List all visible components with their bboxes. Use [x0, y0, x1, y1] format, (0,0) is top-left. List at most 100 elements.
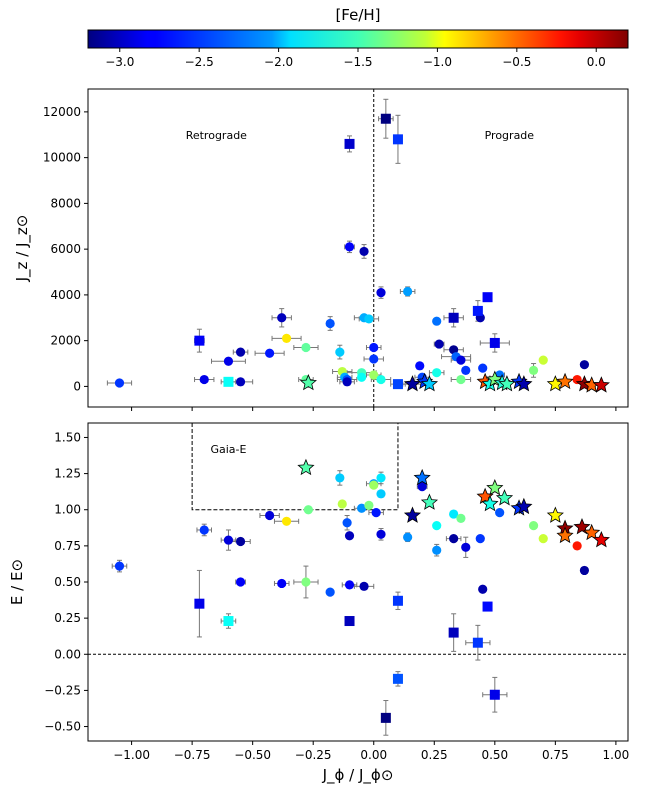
data-point-circle: [415, 361, 425, 371]
y-tick-label: 0.25: [54, 611, 81, 625]
data-point-circle: [432, 316, 442, 326]
y-tick-label: 0.75: [54, 539, 81, 553]
data-point-circle: [456, 374, 466, 385]
data-point-circle: [369, 480, 379, 490]
data-point-circle: [579, 565, 590, 576]
data-point-square: [482, 601, 493, 612]
colorbar-label: [Fe/H]: [335, 6, 380, 24]
data-point-circle: [325, 318, 335, 329]
y-tick-label: 1.25: [54, 467, 81, 481]
colorbar-tick-label: 0.0: [587, 55, 606, 69]
data-point-star: [420, 375, 439, 392]
data-point-circle: [538, 355, 548, 365]
x-tick-label: −0.50: [234, 748, 271, 762]
data-point-circle: [376, 489, 386, 499]
data-point-circle: [235, 536, 246, 547]
data-point-star: [515, 375, 533, 392]
data-point-circle: [325, 587, 335, 597]
data-point-circle: [265, 510, 275, 521]
colorbar-ticks: −3.0 −2.5 −2.0 −1.5 −1.0 −0.5 0.0: [105, 48, 606, 69]
colorbar-tick-label: −2.0: [264, 55, 293, 69]
data-point-circle: [223, 356, 234, 366]
data-point-circle: [376, 288, 386, 298]
data-point-square: [392, 673, 403, 684]
data-point-circle: [301, 342, 311, 353]
data-point-circle: [357, 372, 367, 382]
data-point-star: [592, 376, 610, 393]
data-point-circle: [235, 347, 246, 357]
data-point-circle: [344, 531, 355, 541]
data-point-circle: [199, 374, 209, 385]
colorbar-tick-label: −1.0: [423, 55, 452, 69]
data-point-circle: [342, 377, 352, 387]
data-point-circle: [538, 534, 548, 544]
data-point-circle: [364, 500, 374, 510]
data-point-circle: [572, 541, 582, 551]
data-point-circle: [528, 365, 539, 375]
x-tick-label: 1.00: [603, 748, 630, 762]
data-point-circle: [337, 499, 347, 509]
data-point-circle: [223, 535, 234, 545]
data-point-square: [223, 616, 234, 627]
data-point-circle: [277, 578, 287, 589]
bottom-panel: E / E⊙ J_ϕ / J_ϕ⊙ −1.00 −0.75 −0.50 −0.25 0.…: [8, 422, 630, 785]
y-tick-label: 1.00: [54, 503, 81, 517]
data-point-circle: [369, 354, 379, 364]
data-point-circle: [277, 313, 287, 323]
top-panel: J_z / J_z⊙ 0 2000 4000 6000 8000 10000 12000 Re…: [13, 88, 629, 411]
data-point-square: [472, 305, 483, 316]
data-point-circle: [335, 347, 345, 357]
data-point-circle: [461, 542, 471, 552]
annotation-label: Retrograde: [186, 129, 247, 142]
data-point-circle: [342, 518, 352, 528]
y-tick-label: 6000: [50, 242, 81, 256]
data-point-star: [556, 372, 574, 390]
data-point-circle: [369, 342, 379, 353]
data-point-square: [489, 689, 500, 700]
data-point-circle: [199, 525, 209, 535]
data-point-circle: [528, 521, 539, 531]
data-point-circle: [475, 534, 485, 544]
colorbar-tick-label: −3.0: [105, 55, 134, 69]
data-point-circle: [434, 339, 444, 349]
colorbar-tick-label: −2.5: [185, 55, 214, 69]
data-point-circle: [432, 521, 442, 531]
data-point-circle: [344, 580, 355, 590]
data-point-circle: [303, 505, 313, 515]
y-tick-label: 1.50: [54, 430, 81, 444]
data-point-star: [486, 479, 504, 496]
data-point-circle: [579, 360, 590, 370]
data-point-circle: [432, 545, 442, 555]
data-point-star: [413, 468, 431, 486]
data-point-star: [299, 373, 317, 391]
data-point-star: [403, 375, 422, 392]
data-points: [114, 113, 610, 393]
data-point-star: [546, 506, 564, 523]
data-point-circle: [376, 473, 386, 483]
y-tick-label: −0.50: [44, 720, 81, 734]
data-point-circle: [403, 286, 413, 297]
x-tick-label: −0.75: [174, 748, 211, 762]
data-point-circle: [114, 378, 125, 388]
data-point-star: [495, 489, 514, 506]
data-point-circle: [265, 348, 275, 358]
data-point-circle: [364, 314, 374, 324]
bottom-plot-frame: [87, 422, 629, 742]
data-point-circle: [235, 377, 246, 387]
data-point-square: [489, 337, 500, 348]
data-point-circle: [369, 370, 379, 380]
data-point-star: [515, 497, 533, 515]
y-tick-label: 12000: [43, 105, 81, 119]
data-point-square: [380, 712, 391, 723]
y-tick-label: 0.00: [54, 647, 81, 661]
x-tick-label: 0.25: [421, 748, 448, 762]
data-point-circle: [403, 532, 413, 542]
data-point-circle: [281, 333, 292, 343]
data-point-circle: [376, 374, 386, 385]
data-point-square: [448, 312, 459, 323]
y-tick-label: 8000: [50, 196, 81, 210]
x-tick-label: 0.75: [542, 748, 569, 762]
data-point-circle: [449, 509, 459, 519]
data-point-square: [380, 113, 391, 124]
data-point-star: [420, 493, 439, 510]
